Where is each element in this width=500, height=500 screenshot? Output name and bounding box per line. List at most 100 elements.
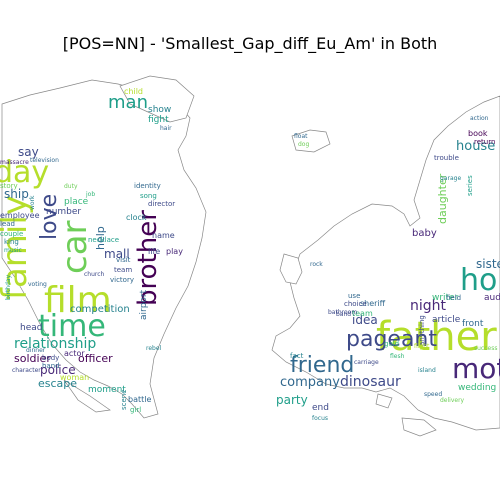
wc-word: head xyxy=(20,323,42,333)
wc-word: lead xyxy=(0,220,15,228)
wc-word: moment xyxy=(88,385,126,395)
wc-word: escape xyxy=(38,377,77,390)
wc-word: success xyxy=(474,345,497,352)
wc-word: necklace xyxy=(88,236,119,244)
wc-word: director xyxy=(148,200,175,208)
wc-word: duty xyxy=(64,183,78,190)
wc-word: actor xyxy=(64,349,85,358)
wc-word: story xyxy=(0,182,18,190)
wc-word: flight xyxy=(414,343,430,350)
wc-word: couple xyxy=(0,230,23,238)
wc-word: police xyxy=(40,363,76,377)
wc-word: body xyxy=(42,354,59,362)
europe-map xyxy=(271,95,500,437)
wc-word: dinner xyxy=(26,347,46,354)
wc-word: character xyxy=(12,367,41,374)
wc-word: music xyxy=(4,247,22,254)
wc-word: massacre xyxy=(0,159,29,166)
wc-word: baby xyxy=(412,228,437,239)
wc-word: float xyxy=(294,133,308,140)
wc-word: work xyxy=(29,195,36,210)
wc-word: king xyxy=(4,238,19,246)
wc-word: writer xyxy=(432,293,459,303)
wc-word: man xyxy=(108,92,148,113)
wc-word: field xyxy=(446,294,461,302)
wc-word: competition xyxy=(70,304,130,315)
wc-word: carriage xyxy=(354,359,379,366)
wc-word: child xyxy=(124,87,143,96)
wc-word: soldier xyxy=(14,352,51,365)
wc-word: birthday xyxy=(5,274,12,300)
wc-word: scene xyxy=(120,389,128,410)
wc-word: fight xyxy=(148,115,169,125)
wc-word: pageant xyxy=(346,327,437,352)
wc-word: song xyxy=(140,192,157,200)
wc-word: delivery xyxy=(440,397,465,404)
wc-word: family xyxy=(0,195,35,300)
wc-word: use xyxy=(348,292,360,300)
wc-word: relationship xyxy=(14,336,96,352)
wc-word: ship xyxy=(4,187,29,201)
wc-word: battle xyxy=(128,395,151,404)
wc-word: sister xyxy=(476,257,500,271)
wc-word: front xyxy=(462,319,484,329)
wc-word: church xyxy=(84,271,105,278)
wc-word: rock xyxy=(310,261,323,268)
wc-word: dog xyxy=(298,141,309,148)
wc-word: woman xyxy=(60,373,89,382)
wc-word: dinosaur xyxy=(340,374,401,390)
wc-word: show xyxy=(148,105,171,115)
wc-word: bathroom xyxy=(328,309,357,316)
europe-wordcloud: father home mother pageant friend dinosa… xyxy=(276,115,500,422)
wc-word: life xyxy=(148,247,160,256)
wc-word: father xyxy=(376,314,497,360)
wc-word: play xyxy=(166,247,183,256)
wc-word: wedding xyxy=(458,383,496,393)
wc-word: airport xyxy=(139,289,149,320)
wc-word: identity xyxy=(134,182,161,190)
wc-word: love xyxy=(37,194,62,240)
wc-word: officer xyxy=(78,352,113,365)
wc-word: island xyxy=(418,367,436,374)
wc-word: fact xyxy=(290,352,304,360)
wc-word: team xyxy=(352,309,373,318)
wc-word: employee xyxy=(0,211,40,220)
wc-word: series xyxy=(466,175,474,196)
wc-word: focus xyxy=(312,415,328,422)
wc-word: television xyxy=(30,157,59,164)
wc-word: company xyxy=(280,375,340,390)
wc-word: voting xyxy=(28,281,47,288)
wc-word: flesh xyxy=(390,353,405,360)
wc-word: film xyxy=(44,280,112,321)
wc-word: hand xyxy=(42,362,60,370)
wc-word: return xyxy=(474,138,495,146)
wc-word: gold xyxy=(384,340,399,348)
wc-word: day xyxy=(0,155,49,190)
wc-word: job xyxy=(85,191,95,198)
wc-word: action xyxy=(470,115,489,122)
wc-word: audience xyxy=(484,293,500,303)
north-america-map xyxy=(1,75,207,419)
wc-word: car xyxy=(55,220,95,274)
wc-word: article xyxy=(432,315,461,325)
wc-word: daughter xyxy=(436,173,449,224)
wc-word: mall xyxy=(104,247,130,261)
wc-word: girl xyxy=(130,406,141,414)
wc-word: night xyxy=(410,298,447,314)
wc-word: say xyxy=(18,145,39,159)
americas-wordcloud: day family film car love time brother ma… xyxy=(0,87,183,414)
wc-word: victory xyxy=(110,276,134,284)
figure-title: [POS=NN] - 'Smallest_Gap_diff_Eu_Am' in … xyxy=(62,34,438,53)
wc-word: friend xyxy=(290,353,354,378)
wc-word: anything xyxy=(418,315,426,346)
wc-word: trouble xyxy=(434,154,459,162)
wc-word: speed xyxy=(424,391,442,398)
wc-word: visit xyxy=(116,256,131,264)
wc-word: book xyxy=(468,129,488,138)
wc-word: place xyxy=(64,197,89,207)
wc-word: number xyxy=(46,207,81,217)
wc-word: team xyxy=(114,266,132,274)
wc-word: name xyxy=(152,231,175,240)
wc-word: mother xyxy=(452,352,500,385)
